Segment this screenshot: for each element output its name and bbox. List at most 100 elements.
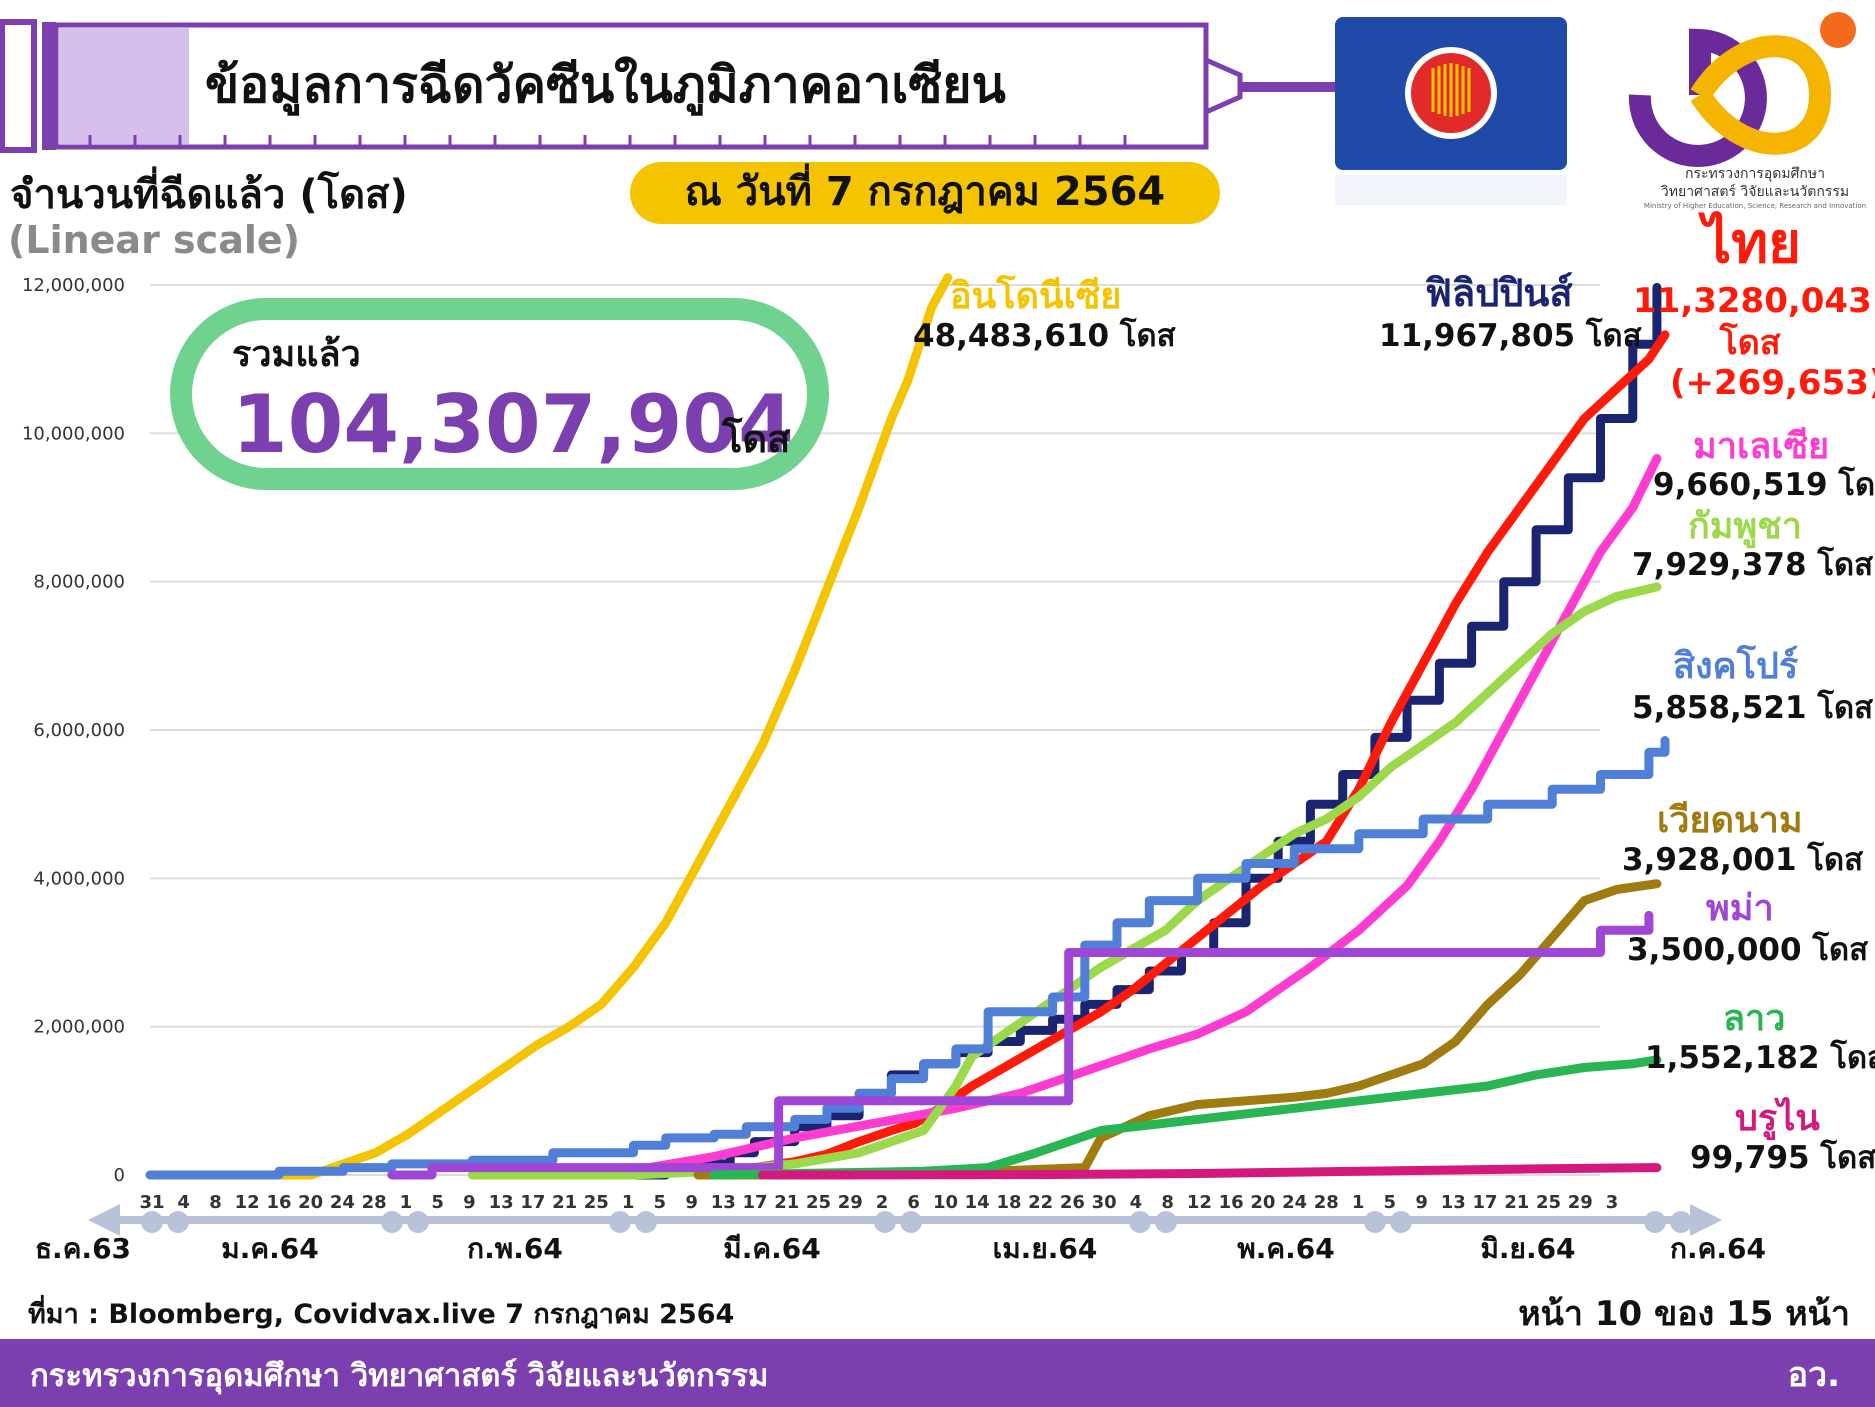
x-tick-label: 3 — [1606, 1192, 1619, 1213]
month-labels: ธ.ค.63 ม.ค.64 ก.พ.64 มี.ค.64 เม.ย.64 พ.ค.64 มิ… — [35, 1211, 1766, 1265]
month-label: ม.ค.64 — [221, 1232, 318, 1265]
y-tick-label: 12,000,000 — [22, 275, 125, 296]
x-tick-label: 2 — [876, 1192, 889, 1213]
ministry-en: Ministry of Higher Education, Science, R… — [1644, 202, 1866, 210]
x-tick-label: 1 — [1352, 1192, 1365, 1213]
month-separator — [609, 1211, 631, 1233]
syringe-ticks — [88, 135, 1127, 147]
x-tick-label: 17 — [520, 1192, 545, 1213]
x-tick-label: 17 — [1472, 1192, 1497, 1213]
x-tick-label: 13 — [1441, 1192, 1466, 1213]
y-ticks: 12,000,000 10,000,000 8,000,000 6,000,000 4,… — [22, 275, 125, 1186]
x-ticks: 31 4 8 12 16 20 24 28 1 5 9 13 17 21 25 1 5 9 13 17 21 25 29 2 6… — [139, 1192, 1618, 1213]
label-malaysia-value: 9,660,519 โดส — [1653, 466, 1875, 503]
series-line — [757, 1163, 1662, 1180]
label-indonesia-name: อินโดนีเซีย — [950, 274, 1121, 317]
x-tick-label: 31 — [139, 1192, 164, 1213]
footer-ministry: กระทรวงการอุดมศึกษา วิทยาศาสตร์ วิจัยและ… — [30, 1358, 768, 1395]
date-pill — [630, 162, 1220, 224]
x-tick-label: 24 — [330, 1192, 355, 1213]
x-tick-label: 6 — [907, 1192, 920, 1213]
y-tick-label: 0 — [114, 1165, 125, 1186]
month-label: ธ.ค.63 — [35, 1232, 131, 1265]
x-tick-label: 9 — [1415, 1192, 1428, 1213]
x-tick-label: 16 — [266, 1192, 291, 1213]
label-cambodia-name: กัมพูชา — [1688, 506, 1802, 549]
label-malaysia-name: มาเลเซีย — [1693, 426, 1829, 467]
x-tick-label: 8 — [209, 1192, 222, 1213]
y-tick-label: 2,000,000 — [33, 1017, 125, 1038]
label-singapore-value: 5,858,521 โดส — [1632, 689, 1873, 726]
x-tick-label: 25 — [806, 1192, 831, 1213]
x-tick-label: 13 — [489, 1192, 514, 1213]
syringe-header: ข้อมูลการฉีดวัคซีนในภูมิภาคอาเซียน — [0, 19, 1340, 153]
logo-yellow-stroke — [1690, 35, 1832, 155]
month-label: พ.ค.64 — [1237, 1232, 1334, 1265]
series-line — [145, 736, 1670, 1180]
x-tick-label: 22 — [1028, 1192, 1053, 1213]
asean-flag-icon — [1335, 17, 1567, 205]
label-vietnam-value: 3,928,001 โดส — [1622, 841, 1863, 878]
source-note: ที่มา : Bloomberg, Covidvax.live 7 กรกฎา… — [28, 1294, 734, 1330]
month-separator — [874, 1211, 896, 1233]
label-myanmar-value: 3,500,000 โดส — [1627, 931, 1868, 968]
syringe-needle — [1240, 82, 1340, 92]
series-line — [250, 273, 953, 1180]
y-axis-title: จำนวนที่ฉีดแล้ว (โดส) — [10, 166, 408, 218]
series-line — [709, 1055, 1662, 1180]
x-tick-label: 18 — [996, 1192, 1021, 1213]
series-line — [709, 330, 1670, 1180]
month-separator — [1390, 1211, 1412, 1233]
x-axis-left-arrow-icon — [88, 1204, 120, 1236]
x-tick-label: 30 — [1092, 1192, 1117, 1213]
x-tick-label: 17 — [742, 1192, 767, 1213]
page-title: ข้อมูลการฉีดวัคซีนในภูมิภาคอาเซียน — [205, 56, 1006, 116]
x-tick-label: 20 — [1250, 1192, 1275, 1213]
date-label: ณ วันที่ 7 กรกฎาคม 2564 — [685, 163, 1166, 215]
y-tick-label: 8,000,000 — [33, 572, 125, 593]
series-lines — [145, 273, 1670, 1180]
label-thailand-value: 11,3280,043 — [1633, 281, 1872, 321]
x-tick-label: 12 — [235, 1192, 260, 1213]
month-separator — [1129, 1211, 1151, 1233]
month-separator — [167, 1211, 189, 1233]
atom-icon — [1820, 12, 1856, 48]
x-tick-label: 25 — [1536, 1192, 1561, 1213]
label-vietnam-name: เวียดนาม — [1657, 800, 1803, 841]
label-indonesia-value: 48,483,610 โดส — [913, 317, 1176, 354]
month-separator — [407, 1211, 429, 1233]
series-line — [387, 910, 1654, 1180]
x-tick-label: 21 — [774, 1192, 799, 1213]
x-tick-label: 21 — [552, 1192, 577, 1213]
x-tick-label: 9 — [685, 1192, 698, 1213]
x-tick-label: 21 — [1504, 1192, 1529, 1213]
x-tick-label: 8 — [1161, 1192, 1174, 1213]
x-tick-label: 13 — [711, 1192, 736, 1213]
x-tick-label: 25 — [584, 1192, 609, 1213]
syringe-plunger-cap — [0, 19, 37, 153]
label-philippines-value: 11,967,805 โดส — [1379, 317, 1642, 354]
total-unit: โดส — [721, 416, 791, 461]
month-separator — [1644, 1211, 1666, 1233]
month-separator — [1364, 1211, 1386, 1233]
month-label: มิ.ย.64 — [1480, 1232, 1575, 1265]
month-label: ก.พ.64 — [467, 1232, 563, 1265]
ministry-line2: วิทยาศาสตร์ วิจัยและนวัตกรรม — [1661, 183, 1849, 200]
month-separator — [635, 1211, 657, 1233]
total-box — [170, 298, 829, 490]
x-axis-right-arrow-icon — [1690, 1204, 1722, 1236]
label-brunei-value: 99,795 โดส — [1690, 1139, 1875, 1176]
ministry-logo: กระทรวงการอุดมศึกษา วิทยาศาสตร์ วิจัยและ… — [1628, 12, 1866, 210]
label-thailand-name: ไทย — [1698, 210, 1801, 276]
y-tick-label: 10,000,000 — [22, 423, 125, 444]
x-tick-label: 4 — [1130, 1192, 1143, 1213]
month-separator — [141, 1211, 163, 1233]
series-line — [588, 454, 1662, 1180]
month-separator — [900, 1211, 922, 1233]
total-value: 104,307,904 — [232, 378, 794, 471]
x-tick-label: 20 — [298, 1192, 323, 1213]
label-laos-value: 1,552,182 โดส — [1645, 1039, 1875, 1076]
label-cambodia-value: 7,929,378 โดส — [1632, 546, 1873, 583]
footer-abbr: อว. — [1788, 1355, 1840, 1395]
x-tick-label: 9 — [463, 1192, 476, 1213]
